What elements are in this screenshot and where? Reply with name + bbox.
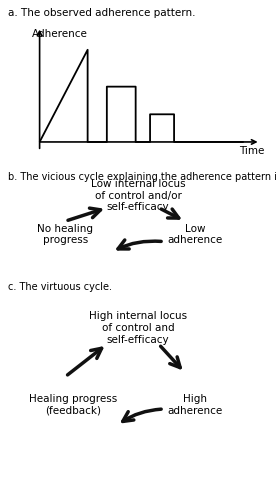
Text: Healing progress
(feedback): Healing progress (feedback) [29, 394, 117, 415]
Text: Low internal locus
of control and/or
self-efficacy: Low internal locus of control and/or sel… [91, 179, 185, 212]
Text: b. The vicious cycle explaining the adherence pattern in 4a.: b. The vicious cycle explaining the adhe… [8, 172, 276, 182]
Text: No healing
progress: No healing progress [37, 224, 93, 245]
Text: Time: Time [239, 146, 264, 156]
Text: a. The observed adherence pattern.: a. The observed adherence pattern. [8, 8, 196, 18]
Text: Low
adherence: Low adherence [168, 224, 223, 245]
Text: High
adherence: High adherence [168, 394, 223, 415]
Text: Adherence: Adherence [32, 29, 88, 39]
Text: High internal locus
of control and
self-efficacy: High internal locus of control and self-… [89, 312, 187, 344]
Text: c. The virtuous cycle.: c. The virtuous cycle. [8, 282, 112, 292]
